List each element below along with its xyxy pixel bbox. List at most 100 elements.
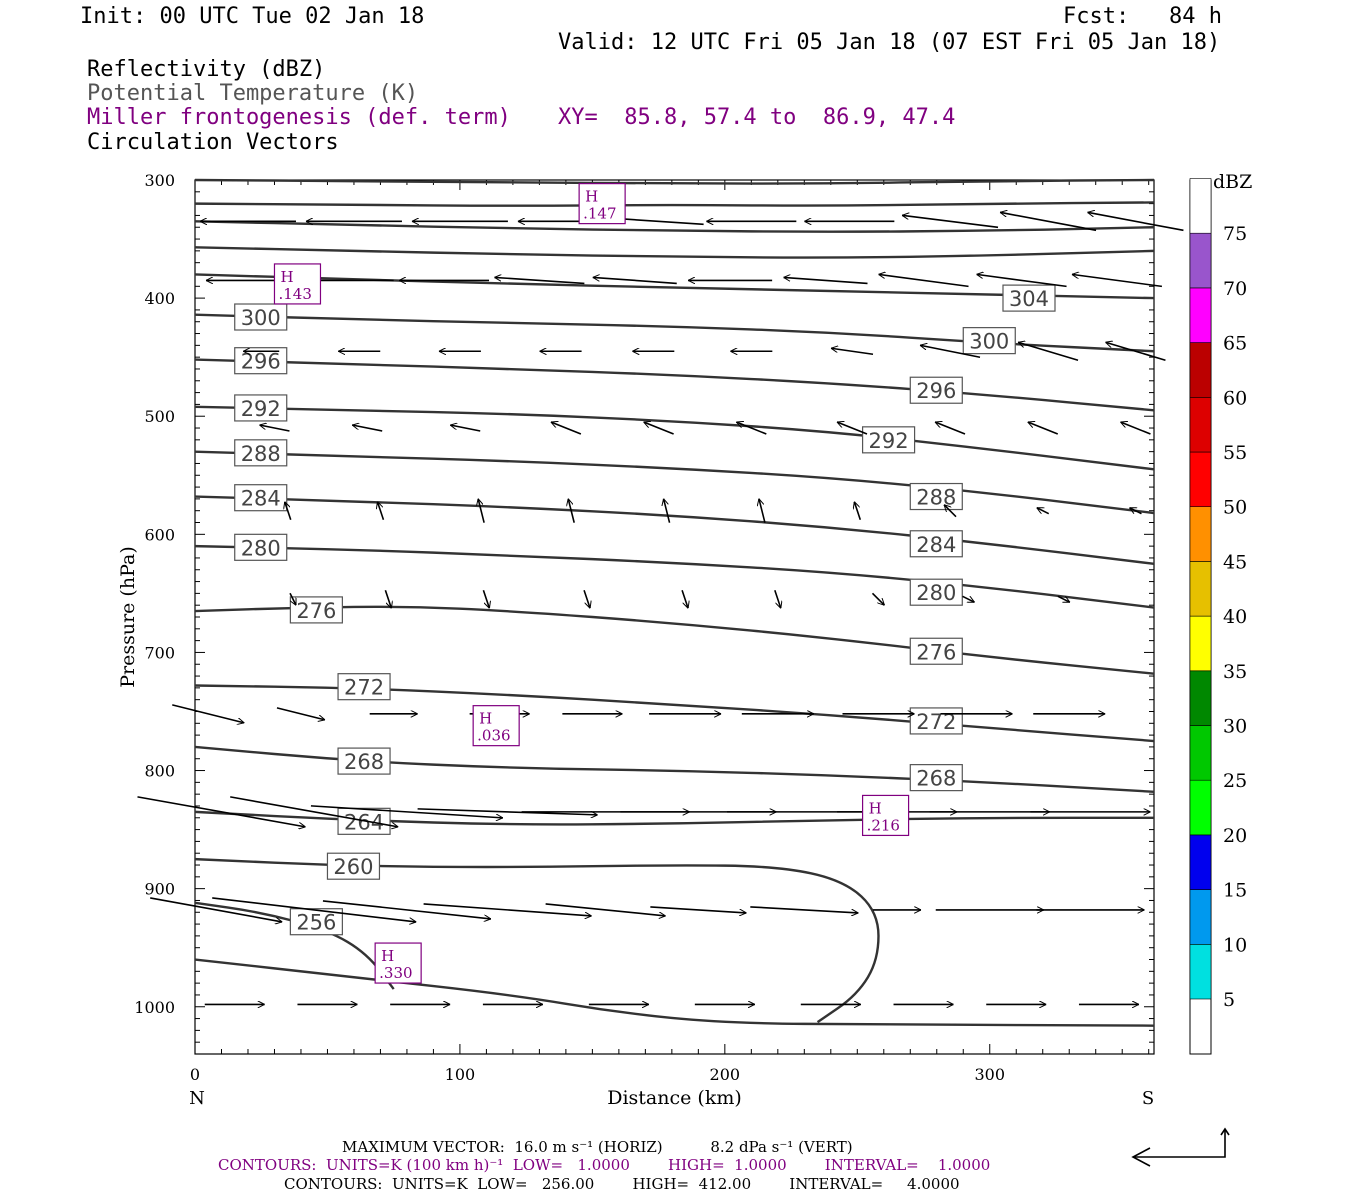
circulation-vector (568, 499, 575, 523)
footer-max-vector: MAXIMUM VECTOR: 16.0 m s⁻¹ (HORIZ) 8.2 d… (342, 1138, 853, 1156)
circulation-vector (593, 277, 677, 285)
theta-contour-label: 272 (344, 676, 384, 700)
colorbar-level-label: 15 (1223, 880, 1247, 902)
colorbar-segment (1189, 178, 1212, 234)
theta-contour-label-box (289, 596, 343, 624)
frontogenesis-max-box (861, 794, 910, 837)
theta-contour-label-box (234, 439, 288, 467)
cross-section-endpoints: XY= 85.8, 57.4 to 86.9, 47.4 (558, 105, 956, 130)
y-tick-label: 1000 (134, 998, 175, 1017)
circulation-vector (879, 274, 969, 288)
colorbar-title: dBZ (1213, 171, 1252, 193)
colorbar-level-label: 70 (1223, 278, 1247, 300)
y-tick-label: 400 (144, 289, 175, 308)
theta-contour-label-box (909, 764, 963, 792)
circulation-vector (230, 796, 398, 827)
y-tick-label: 500 (144, 407, 175, 426)
circulation-vector (902, 215, 999, 229)
colorbar-level-label: 20 (1223, 825, 1247, 847)
frontogenesis-max-box (578, 183, 626, 225)
theta-contour-label-box (234, 484, 288, 512)
theta-contour (194, 220, 1155, 233)
theta-contour-label-box (909, 376, 963, 404)
theta-contour-label-box (909, 578, 963, 606)
colorbar-level-label: 50 (1223, 497, 1247, 519)
y-tick-label: 300 (144, 171, 175, 190)
theta-contour-label: 304 (1009, 287, 1049, 311)
theta-contour-label-box (861, 426, 916, 454)
theta-contour-label: 276 (916, 640, 956, 664)
circulation-vector (1087, 212, 1184, 232)
frontogenesis-max-value: .330 (379, 964, 412, 982)
colorbar-level-label: 45 (1223, 551, 1247, 573)
colorbar-segment (1189, 561, 1212, 617)
colorbar-segment (1189, 834, 1212, 890)
circulation-vector (259, 425, 290, 432)
circulation-vector (759, 499, 766, 523)
circulation-vector (285, 502, 292, 520)
theta-contour-label-box (326, 852, 381, 880)
theta-contour-label: 284 (916, 533, 956, 557)
theta-contour-296 (194, 358, 1155, 412)
frontogenesis-max-box (273, 263, 322, 305)
frontogenesis-max-value: .143 (278, 285, 311, 303)
x-tick-label: 300 (974, 1065, 1005, 1084)
y-tick-label: 800 (144, 762, 175, 781)
circulation-vector (736, 422, 767, 435)
circulation-vector (1028, 422, 1059, 435)
frontogenesis-max-label: H (585, 188, 598, 206)
circulation-vector (482, 590, 489, 608)
theta-contour-label: 284 (241, 487, 281, 511)
colorbar-level-label: 35 (1223, 661, 1247, 683)
theta-contour (194, 958, 1155, 1027)
circulation-vector (614, 218, 704, 226)
colorbar-segment (1189, 287, 1212, 343)
colorbar-segment (1189, 506, 1212, 562)
header-init: Init: 00 UTC Tue 02 Jan 18 (80, 4, 425, 29)
theta-contour-label-box (1002, 284, 1056, 312)
theta-contour-label: 300 (969, 330, 1009, 354)
frontogenesis-max-label: H (381, 947, 394, 965)
frontogenesis-max-box (374, 942, 422, 984)
circulation-vector (871, 592, 884, 605)
field-miller-frontogenesis: Miller frontogenesis (def. term) (87, 105, 511, 130)
header-fcst: Fcst: 84 h (1063, 4, 1222, 29)
theta-contour-label-box (234, 533, 288, 561)
x-end-label-north: N (189, 1088, 205, 1109)
circulation-vector (310, 805, 503, 818)
circulation-vector (664, 499, 671, 523)
frontogenesis-max-value: .147 (583, 205, 616, 223)
circulation-vector (1018, 342, 1079, 362)
circulation-vector (172, 704, 244, 723)
circulation-vector (352, 425, 383, 432)
theta-contour-label: 280 (916, 581, 956, 605)
frontogenesis-max-label: H (869, 799, 882, 817)
x-end-label-south: S (1142, 1088, 1154, 1109)
circulation-vector (384, 590, 391, 608)
colorbar-segment (1189, 943, 1212, 1000)
frontogenesis-max-label: H (280, 268, 293, 286)
circulation-vector (494, 277, 585, 285)
colorbar-segment (1189, 779, 1212, 836)
theta-contour-label-box (234, 394, 288, 422)
circulation-vector (551, 422, 582, 435)
theta-contour-label-box (909, 482, 963, 511)
theta-contour-label-box (909, 637, 963, 665)
field-circulation-vectors: Circulation Vectors (87, 130, 339, 155)
circulation-vector (854, 502, 862, 520)
theta-contour (194, 246, 1155, 259)
theta-contour-label: 256 (296, 911, 336, 935)
colorbar-level-label: 40 (1223, 606, 1247, 628)
field-reflectivity: Reflectivity (dBZ) (87, 57, 326, 82)
circulation-vector (137, 796, 305, 827)
circulation-vector (1037, 506, 1050, 515)
frontogenesis-max-label: H (479, 710, 492, 728)
circulation-vector (1057, 595, 1070, 603)
circulation-vector (417, 808, 598, 815)
theta-contour-label-box (337, 673, 391, 701)
circulation-vector (583, 590, 590, 608)
theta-contour-label-box (337, 747, 391, 775)
y-tick-label: 600 (144, 525, 175, 544)
circulation-vector (977, 274, 1067, 288)
